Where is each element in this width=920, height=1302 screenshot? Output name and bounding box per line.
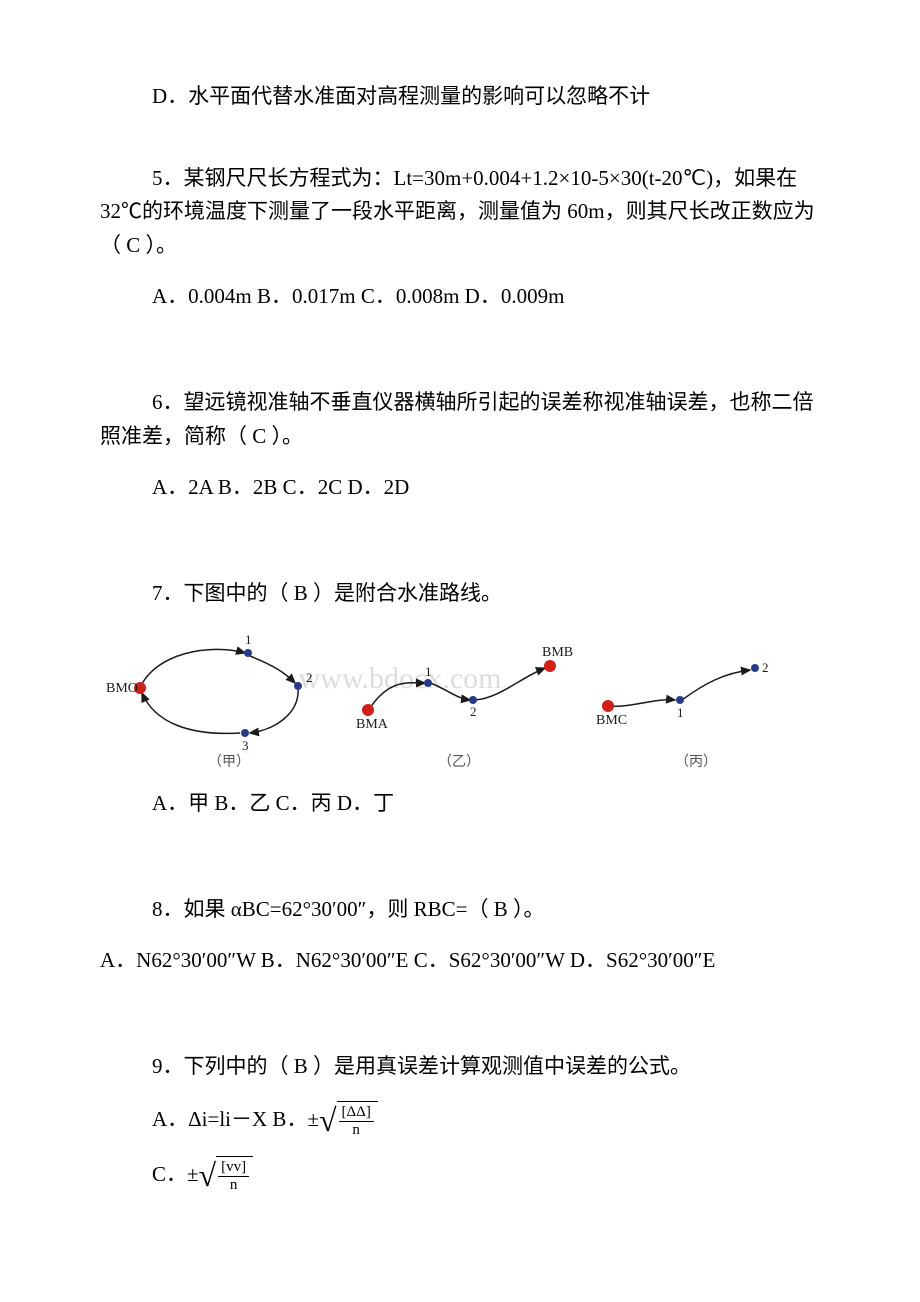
q9-c-num: [vv] bbox=[218, 1159, 249, 1177]
q6-options: A．2A B．2B C．2C D．2D bbox=[100, 471, 820, 505]
q9-optA-prefix: A．Δi=li－X B．± bbox=[152, 1103, 319, 1137]
q4-option-d: D．水平面代替水准面对高程测量的影响可以忽略不计 bbox=[100, 80, 820, 114]
q9-stem: 9．下列中的（ B ）是用真误差计算观测值中误差的公式。 bbox=[100, 1050, 820, 1084]
svg-text:BMA: BMA bbox=[356, 717, 389, 732]
q9-formula-b: √ [ΔΔ] n bbox=[319, 1101, 378, 1138]
q6-stem: 6．望远镜视准轴不垂直仪器横轴所引起的误差称视准轴误差，也称二倍照准差，简称（ … bbox=[100, 386, 820, 453]
q8-options: A．N62°30′00″W B．N62°30′00″E C．S62°30′00″… bbox=[100, 944, 820, 978]
svg-text:3: 3 bbox=[242, 738, 249, 753]
svg-text:1: 1 bbox=[677, 705, 684, 720]
svg-text:（甲）: （甲） bbox=[208, 754, 250, 768]
q9-option-c: C．± √ [vv] n bbox=[100, 1156, 820, 1193]
q9-c-den: n bbox=[227, 1177, 241, 1194]
svg-text:1: 1 bbox=[245, 632, 252, 647]
figure-loop-jia: BMO 1 2 3 （甲） bbox=[106, 632, 313, 768]
q9-optC-prefix: C．± bbox=[152, 1158, 199, 1192]
svg-text:BMC: BMC bbox=[596, 713, 627, 728]
svg-text:BMO: BMO bbox=[106, 681, 138, 696]
q9-b-num: [ΔΔ] bbox=[339, 1104, 374, 1122]
watermark-text: www.bdocx.com bbox=[298, 662, 501, 695]
svg-text:1: 1 bbox=[425, 664, 432, 679]
q9-option-ab: A．Δi=li－X B．± √ [ΔΔ] n bbox=[100, 1101, 820, 1138]
svg-text:2: 2 bbox=[470, 704, 477, 719]
svg-text:BMB: BMB bbox=[542, 645, 573, 660]
q8-stem: 8．如果 αBC=62°30′00″，则 RBC=（ B ）。 bbox=[100, 893, 820, 927]
q9-b-den: n bbox=[349, 1122, 363, 1139]
q7-figure: www.bdocx.com BMO 1 2 3 （甲） bbox=[100, 628, 780, 779]
svg-text:2: 2 bbox=[762, 660, 769, 675]
q5-options: A．0.004m B．0.017m C．0.008m D．0.009m bbox=[100, 280, 820, 314]
q7-options: A．甲 B．乙 C．丙 D．丁 bbox=[100, 787, 820, 821]
svg-text:2: 2 bbox=[306, 670, 313, 685]
svg-text:（丙）: （丙） bbox=[675, 754, 717, 768]
q5-stem: 5．某钢尺尺长方程式为：Lt=30m+0.004+1.2×10-5×30(t-2… bbox=[100, 162, 820, 263]
q7-stem: 7．下图中的（ B ）是附合水准路线。 bbox=[100, 577, 820, 611]
svg-text:（乙）: （乙） bbox=[438, 754, 480, 768]
q9-formula-c: √ [vv] n bbox=[199, 1156, 254, 1193]
figure-branch-bing: BMC 1 2 （丙） bbox=[596, 660, 769, 768]
